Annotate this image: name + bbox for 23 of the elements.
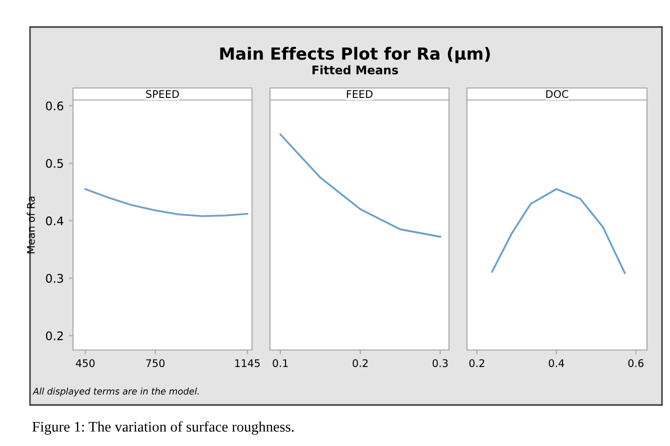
x-tick-label: 0.2: [469, 359, 484, 368]
chart-title: SPEED: [146, 90, 179, 98]
caption: Figure 1: The variation of surface roughness.: [32, 421, 294, 435]
x-tick-label: 0.1: [272, 359, 288, 368]
x-tick-label: 450: [76, 359, 95, 368]
y-tick-label: 0.3: [46, 274, 64, 283]
y-tick-label: 0.2: [46, 331, 63, 340]
y-tick-label: 0.6: [46, 101, 64, 110]
line-series: [84, 188, 248, 217]
chart-title: FEED: [346, 90, 372, 98]
y-tick-label: 0.5: [46, 158, 63, 168]
text: All displayed terms are in the model.: [32, 388, 199, 396]
x-tick-label: 0.2: [352, 359, 368, 368]
x-tick-label: 750: [146, 359, 165, 368]
y-axis-title: Mean of Ra: [26, 196, 35, 254]
text: Fitted Means: [312, 65, 398, 74]
y-tick-label: 0.4: [46, 216, 64, 226]
chart-title: DOC: [546, 90, 568, 98]
text: Main Effects Plot for Ra (µm): [220, 46, 490, 64]
x-tick-label: 0.3: [432, 359, 448, 368]
x-tick-label: 0.6: [628, 359, 644, 368]
x-tick-label: 1145: [235, 359, 260, 368]
x-tick-label: 0.4: [548, 359, 564, 368]
